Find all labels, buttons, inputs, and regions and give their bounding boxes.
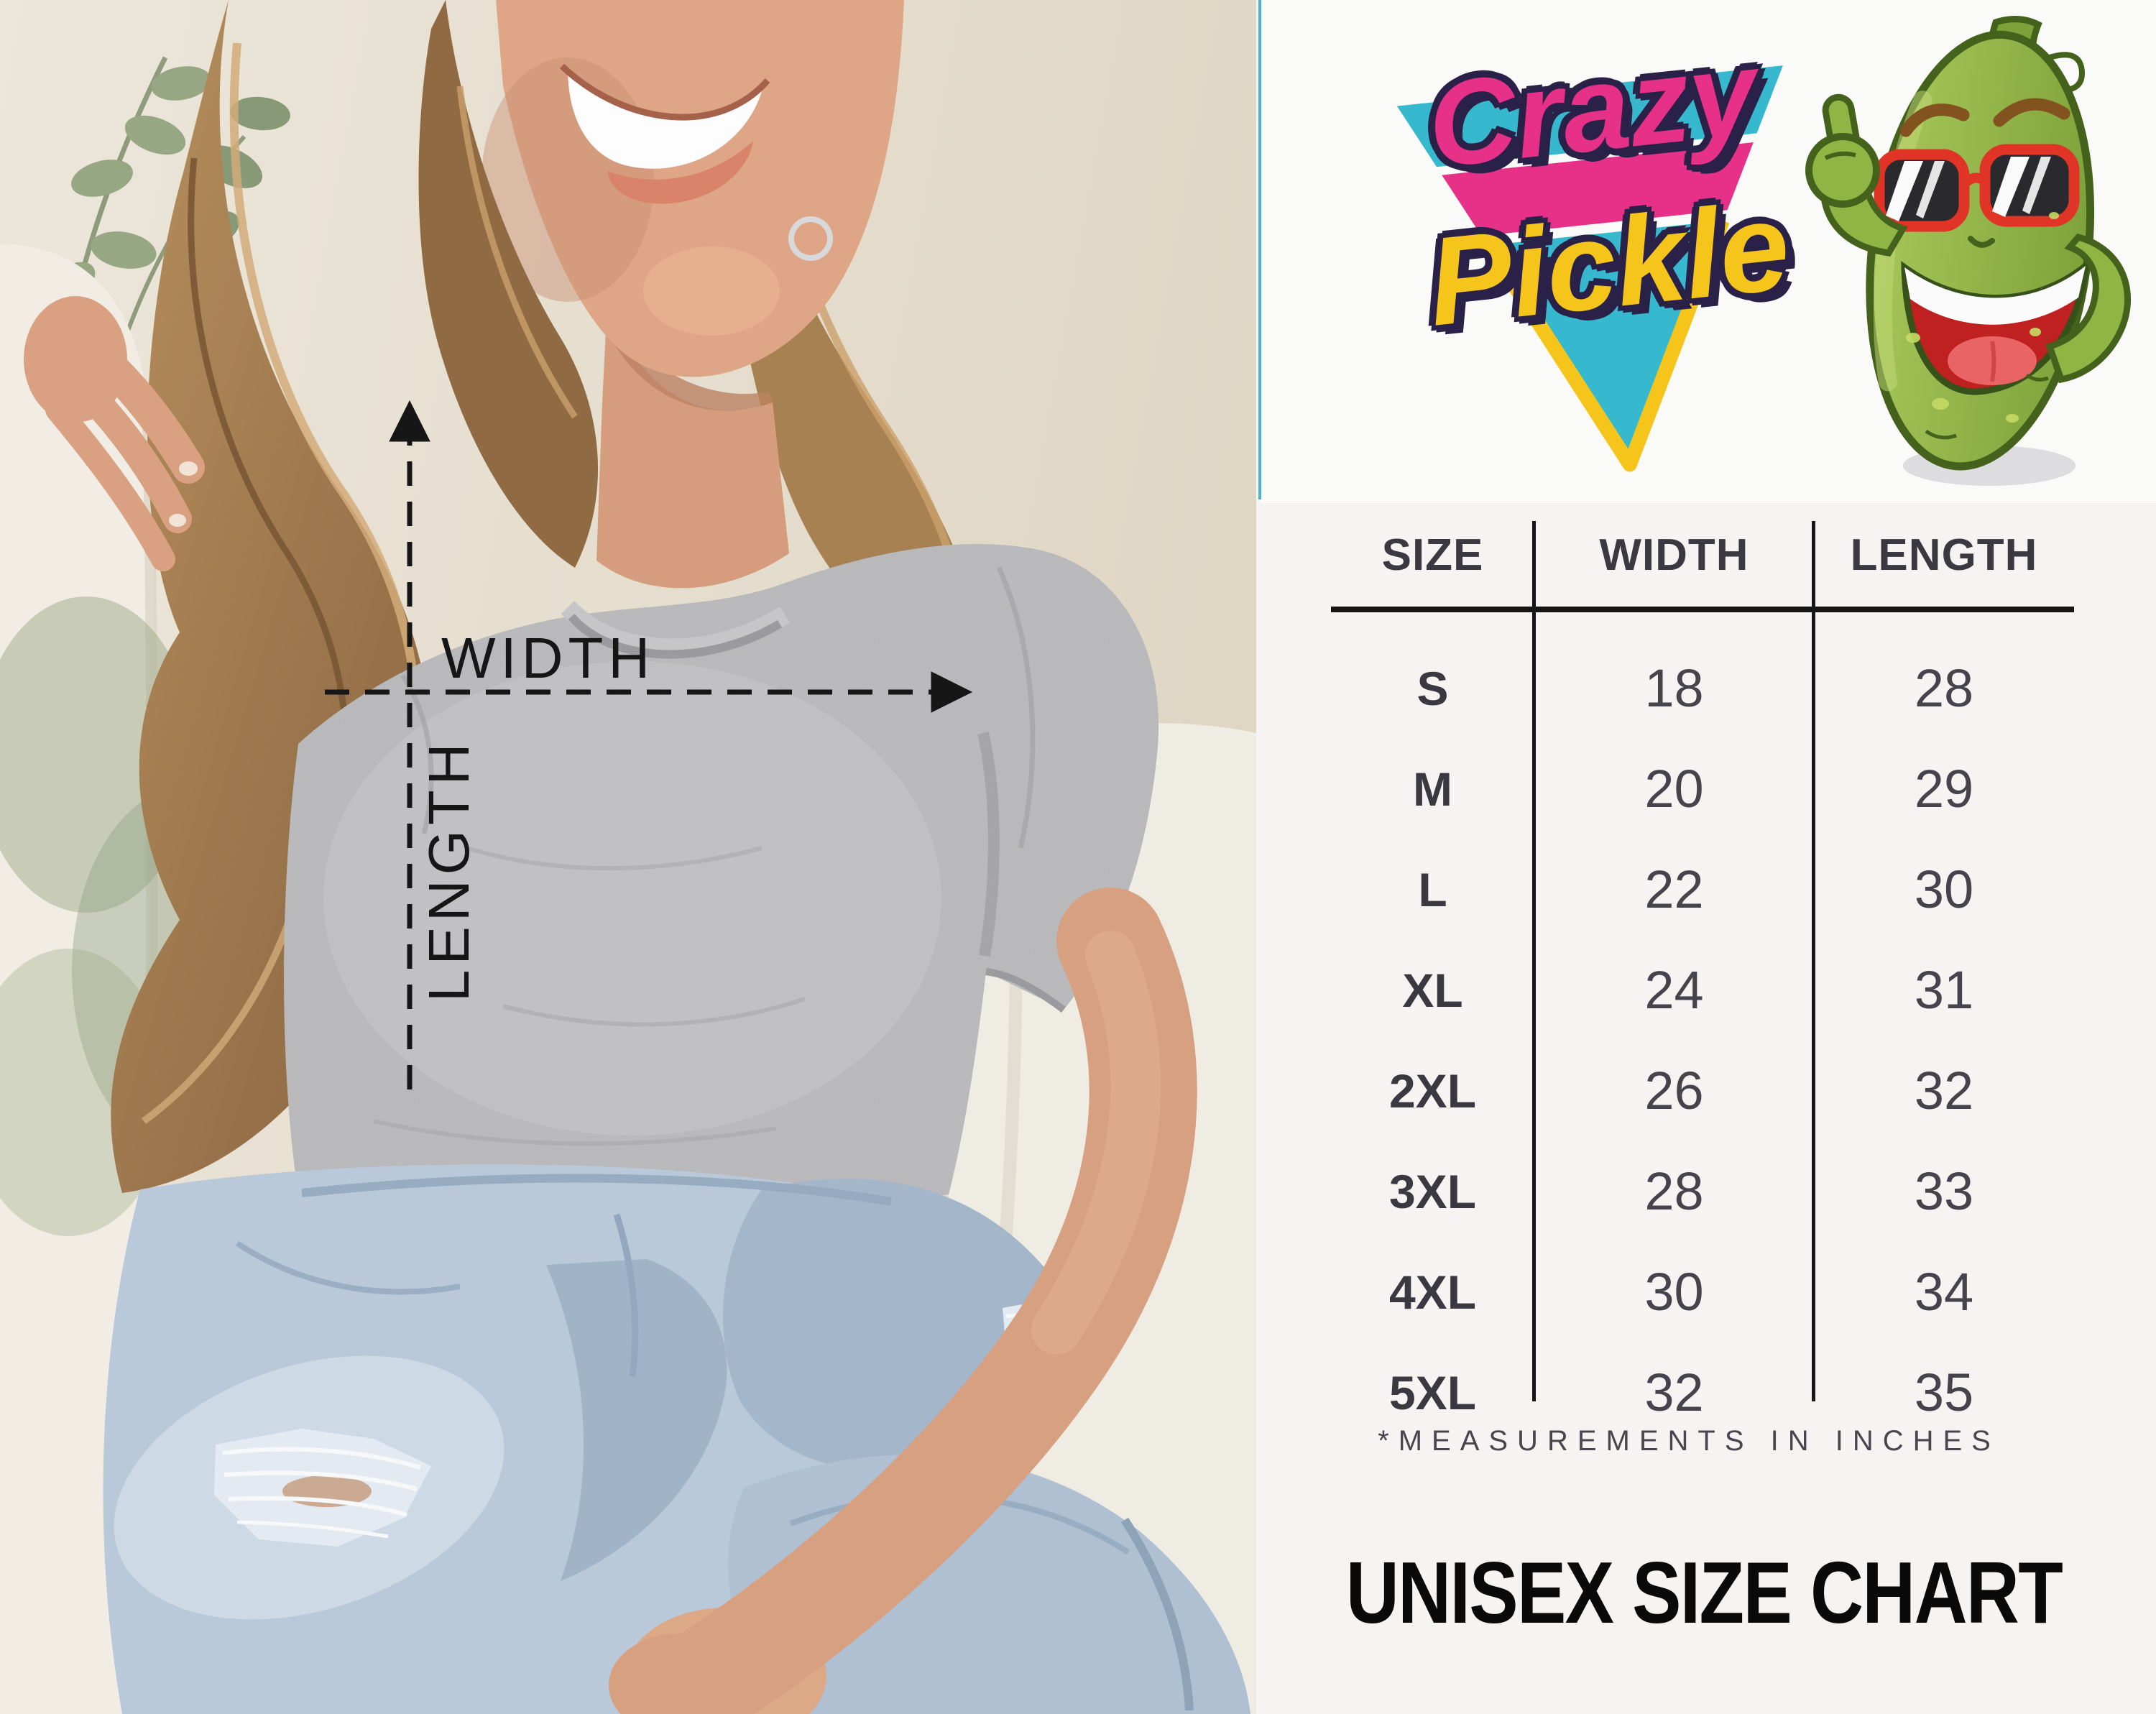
hoop-earring [788, 216, 833, 261]
table-row: XL 24 31 [1331, 940, 2074, 1041]
measurement-arrows [325, 400, 973, 1089]
hip-arm [2045, 233, 2132, 384]
pickle-bumps [1906, 212, 2059, 423]
table-header-row: SIZE WIDTH LENGTH [1331, 504, 2074, 607]
width-arrow-label: WIDTH [441, 626, 655, 690]
cell-size: S [1416, 662, 1449, 715]
measurements-footnote: *MEASUREMENTS IN INCHES [1378, 1425, 2000, 1457]
header-width: WIDTH [1599, 530, 1749, 580]
brand-logo: Crazy Pickle [1363, 12, 1853, 509]
size-chart-panel: Crazy Pickle [1256, 0, 2156, 1714]
table-header-rule [1331, 607, 2074, 612]
photo-illustration [0, 0, 1256, 1714]
table-divider-1 [1532, 521, 1536, 1401]
cell-width: 26 [1644, 1061, 1704, 1120]
cell-length: 32 [1914, 1061, 1974, 1120]
chart-title: UNISEX SIZE CHART [1345, 1544, 2063, 1641]
cell-size: 3XL [1388, 1165, 1477, 1218]
cell-length: 30 [1914, 860, 1974, 919]
cell-width: 18 [1644, 658, 1704, 718]
cell-width: 32 [1644, 1363, 1704, 1422]
cell-size: XL [1402, 964, 1463, 1017]
cell-width: 30 [1644, 1262, 1704, 1322]
cell-size: 5XL [1388, 1366, 1477, 1419]
length-arrowhead-icon [389, 400, 430, 442]
cell-size: L [1418, 863, 1447, 916]
hand-in-hair [24, 296, 205, 571]
table-row: 2XL 26 32 [1331, 1041, 2074, 1141]
cell-width: 22 [1644, 860, 1704, 919]
cell-length: 28 [1914, 658, 1974, 718]
lower-lip [607, 141, 753, 204]
table-row: 5XL 32 35 [1331, 1342, 2074, 1443]
header-length: LENGTH [1850, 530, 2038, 580]
table-row: S 18 28 [1331, 638, 2074, 739]
forearm [609, 888, 1197, 1714]
cell-size: M [1413, 762, 1452, 816]
retro-triangle-icon [1396, 65, 1783, 472]
length-arrow-label: LENGTH [417, 738, 481, 1003]
header-size: SIZE [1381, 530, 1484, 580]
cell-size: 2XL [1388, 1064, 1477, 1118]
jeans-rip [214, 1429, 431, 1547]
collar [561, 600, 790, 658]
cell-width: 28 [1644, 1161, 1704, 1221]
table-row: 3XL 28 33 [1331, 1141, 2074, 1242]
tshirt [284, 544, 1159, 1215]
hand [609, 1634, 750, 1714]
face [482, 0, 904, 377]
thumbs-up-arm [1805, 93, 1908, 257]
sunglasses-icon [1848, 144, 2080, 232]
pickle-mascot-icon [1805, 16, 2132, 486]
table-row: L 22 30 [1331, 839, 2074, 940]
cell-size: 4XL [1388, 1266, 1477, 1319]
teal-divider-rule [1258, 0, 1261, 499]
cell-length: 34 [1914, 1262, 1974, 1322]
cell-length: 35 [1914, 1363, 1974, 1422]
product-photo: WIDTH LENGTH [0, 0, 1256, 1714]
width-arrowhead-icon [931, 671, 973, 713]
mouth [1901, 258, 2090, 395]
table-divider-2 [1812, 521, 1815, 1401]
table-row: 4XL 30 34 [1331, 1242, 2074, 1342]
table-row: M 20 29 [1331, 739, 2074, 839]
cell-length: 33 [1914, 1161, 1974, 1221]
cell-width: 24 [1644, 960, 1704, 1020]
cell-length: 31 [1914, 960, 1974, 1020]
cell-width: 20 [1644, 759, 1704, 819]
cell-length: 29 [1914, 759, 1974, 819]
